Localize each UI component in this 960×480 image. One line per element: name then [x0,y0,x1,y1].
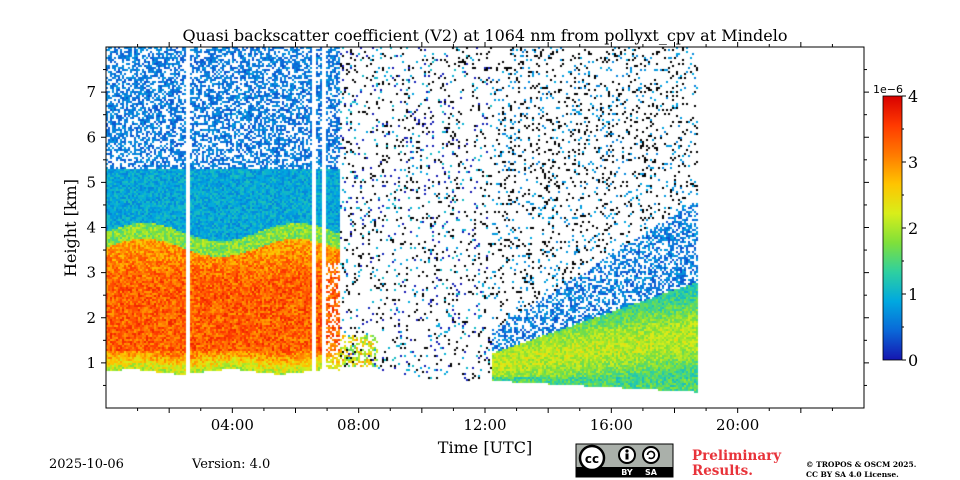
colorbar-ticks: 0 1 2 3 4 [902,87,918,370]
colorbar-tick-label: 0 [908,351,918,370]
y-tick-label: 3 [86,264,96,282]
x-tick-label: 04:00 [211,416,254,434]
cc-text: cc [585,452,599,466]
footer-date: 2025-10-06 [49,457,124,472]
y-axis: 1 2 3 4 5 6 7 [86,69,869,386]
y-tick-label: 7 [86,83,96,101]
cc-license-badge[interactable]: cc BY SA [575,443,674,478]
y-tick-label: 4 [86,219,96,237]
colorbar [882,95,903,361]
heatmap-raster [106,47,864,408]
y-tick-label: 6 [86,128,96,146]
colorbar-tick-label: 1 [908,285,918,304]
x-tick-label: 12:00 [463,416,506,434]
y-tick-label: 2 [86,309,96,327]
x-tick-label: 16:00 [590,416,633,434]
x-axis: 04:00 08:00 12:00 16:00 20:00 [137,42,833,434]
x-tick-label: 20:00 [716,416,759,434]
badge-by-label: BY [621,468,633,477]
preliminary-line-1: Preliminary [692,448,782,464]
badge-sa-label: SA [645,468,658,477]
y-tick-label: 1 [86,354,96,372]
chart-title: Quasi backscatter coefficient (V2) at 10… [183,26,788,45]
share-alike-icon [642,446,660,464]
preliminary-line-2: Results. [692,463,753,479]
preliminary-results-notice: Preliminary Results. [692,449,781,479]
colorbar-tick-label: 3 [908,153,918,172]
x-tick-label: 08:00 [337,416,380,434]
cc-icon [578,444,606,472]
colorbar-tick-label: 2 [908,219,918,238]
x-axis-label: Time [UTC] [438,438,532,457]
y-axis-label: Height [km] [61,179,80,277]
copyright-line-1: © TROPOS & OSCM 2025. [806,460,917,469]
footer-version: Version: 4.0 [192,457,271,472]
colorbar-tick-label: 4 [908,87,918,106]
copyright-line-2: CC BY SA 4.0 License. [806,470,899,479]
heatmap-image [106,47,864,408]
y-tick-label: 5 [86,173,96,191]
colorbar-multiplier: 1e−6 [873,83,903,96]
copyright-notice: © TROPOS & OSCM 2025. CC BY SA 4.0 Licen… [806,460,916,480]
